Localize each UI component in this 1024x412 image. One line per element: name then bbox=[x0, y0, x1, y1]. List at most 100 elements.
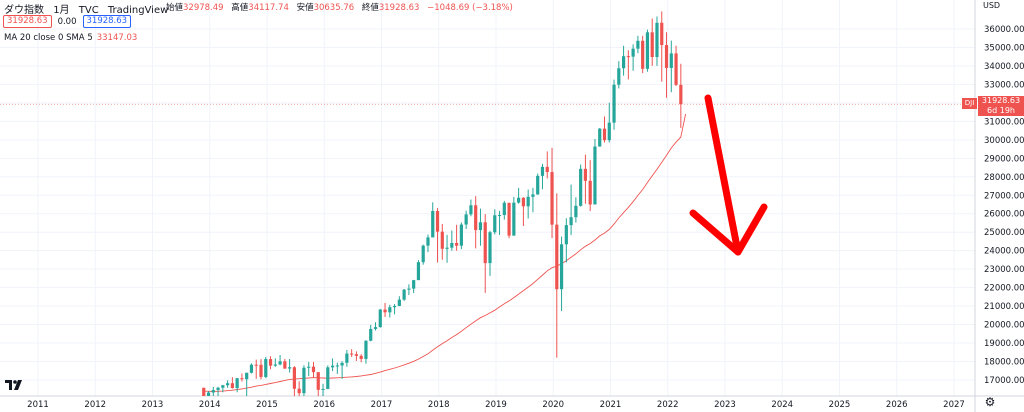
price-tick-label: 20000.00 bbox=[984, 321, 1024, 331]
candle-body bbox=[373, 327, 378, 329]
candle-body bbox=[674, 53, 678, 85]
time-tick-label: 2022 bbox=[657, 400, 679, 410]
candle-body bbox=[593, 146, 597, 205]
time-tick-label: 2016 bbox=[313, 400, 335, 410]
candle-body bbox=[240, 378, 244, 380]
indicator-legend[interactable]: MA 20 close 0 SMA 5 33147.03 bbox=[4, 33, 137, 43]
time-tick-label: 2011 bbox=[27, 400, 49, 410]
time-tick-label: 2013 bbox=[142, 400, 164, 410]
price-tick-label: 26000.00 bbox=[984, 210, 1024, 220]
gear-icon[interactable]: ⚙ bbox=[984, 395, 996, 409]
last-price-tag: 31928.63 6d 19h bbox=[978, 96, 1024, 116]
candle-body bbox=[426, 237, 430, 246]
candle-body bbox=[421, 245, 425, 263]
candle-body bbox=[531, 194, 535, 197]
bid-button[interactable]: 31928.63 bbox=[3, 15, 52, 28]
candle-body bbox=[354, 354, 359, 356]
candle-body bbox=[388, 307, 392, 313]
candle-body bbox=[536, 175, 540, 195]
candle-body bbox=[326, 367, 330, 389]
time-tick-label: 2024 bbox=[771, 400, 793, 410]
spread-value: 0.00 bbox=[57, 16, 77, 27]
price-tick-label: 18000.00 bbox=[984, 358, 1024, 368]
candle-body bbox=[431, 210, 435, 238]
candle-body bbox=[397, 299, 401, 306]
price-tick-label: 31000.00 bbox=[984, 117, 1024, 127]
candle-body bbox=[412, 280, 416, 289]
candle-body bbox=[202, 387, 206, 396]
candle-body bbox=[612, 84, 616, 123]
time-tick-label: 2015 bbox=[256, 400, 278, 410]
bid-ask-row: 31928.63 0.00 31928.63 bbox=[3, 15, 132, 28]
candle-body bbox=[235, 378, 239, 389]
chart-header: ダウ指数 1月 TVC TradingView bbox=[4, 1, 174, 16]
price-tick-label: 22000.00 bbox=[984, 284, 1024, 294]
candle-body bbox=[497, 215, 502, 217]
candle-body bbox=[335, 365, 339, 367]
candle-body bbox=[540, 166, 545, 176]
candle-body bbox=[517, 197, 521, 203]
price-tick-label: 25000.00 bbox=[984, 228, 1024, 238]
candle-body bbox=[435, 210, 440, 232]
candle-body bbox=[502, 202, 506, 216]
time-tick-label: 2020 bbox=[542, 400, 564, 410]
price-tick-label: 29000.00 bbox=[984, 154, 1024, 164]
candle-body bbox=[402, 289, 406, 300]
candle-body bbox=[574, 205, 578, 218]
down-arrow-head bbox=[689, 209, 742, 256]
candle-body bbox=[459, 224, 463, 246]
candle-body bbox=[221, 385, 225, 388]
price-tick-label: 30000.00 bbox=[984, 136, 1024, 146]
candle-body bbox=[316, 372, 320, 390]
symbol-name[interactable]: ダウ指数 bbox=[4, 5, 44, 16]
candle-body bbox=[378, 309, 382, 328]
candle-body bbox=[645, 32, 650, 69]
exchange-label: TVC bbox=[78, 5, 99, 16]
candle-body bbox=[330, 365, 335, 368]
candle-body bbox=[292, 367, 296, 389]
candle-body bbox=[583, 168, 588, 181]
candle-body bbox=[607, 122, 611, 141]
ask-button[interactable]: 31928.63 bbox=[82, 15, 132, 28]
candle-body bbox=[559, 244, 564, 290]
bar-countdown: 6d 19h bbox=[987, 106, 1015, 115]
candle-body bbox=[416, 262, 421, 281]
price-tick-label: 34000.00 bbox=[984, 62, 1024, 72]
time-tick-label: 2021 bbox=[600, 400, 622, 410]
low-label: 安値 bbox=[296, 3, 314, 13]
price-tick-label: 23000.00 bbox=[984, 265, 1024, 275]
close-label: 終値 bbox=[361, 3, 379, 13]
candle-body bbox=[483, 222, 487, 264]
high-label: 高値 bbox=[231, 3, 249, 13]
candle-body bbox=[631, 48, 635, 57]
candle-body bbox=[488, 232, 492, 264]
candle-body bbox=[264, 359, 268, 377]
candle-body bbox=[321, 388, 325, 390]
candle-body bbox=[493, 215, 497, 233]
candle-body bbox=[245, 372, 249, 380]
open-value: 32978.49 bbox=[183, 3, 224, 13]
candle-body bbox=[598, 128, 602, 147]
candle-body bbox=[564, 225, 568, 245]
high-value: 34117.74 bbox=[248, 3, 289, 13]
time-tick-label: 2027 bbox=[943, 400, 965, 410]
ohlc-legend: 始値32978.49 高値34117.74 安値30635.76 終値31928… bbox=[166, 1, 518, 13]
candle-body bbox=[636, 40, 640, 49]
indicator-value: 33147.03 bbox=[96, 33, 138, 43]
candle-body bbox=[350, 353, 354, 355]
candle-body bbox=[450, 242, 454, 248]
interval-label[interactable]: 1月 bbox=[53, 5, 70, 16]
candle-body bbox=[288, 367, 292, 369]
candle-body bbox=[283, 361, 287, 369]
candle-body bbox=[650, 32, 654, 58]
candle-body bbox=[469, 205, 473, 215]
price-tick-label: 33000.00 bbox=[984, 80, 1024, 90]
candle-body bbox=[226, 383, 230, 386]
candle-body bbox=[216, 387, 220, 391]
candle-body bbox=[602, 128, 607, 141]
time-tick-label: 2017 bbox=[371, 400, 393, 410]
open-label: 始値 bbox=[166, 3, 184, 13]
candle-body bbox=[307, 366, 311, 368]
